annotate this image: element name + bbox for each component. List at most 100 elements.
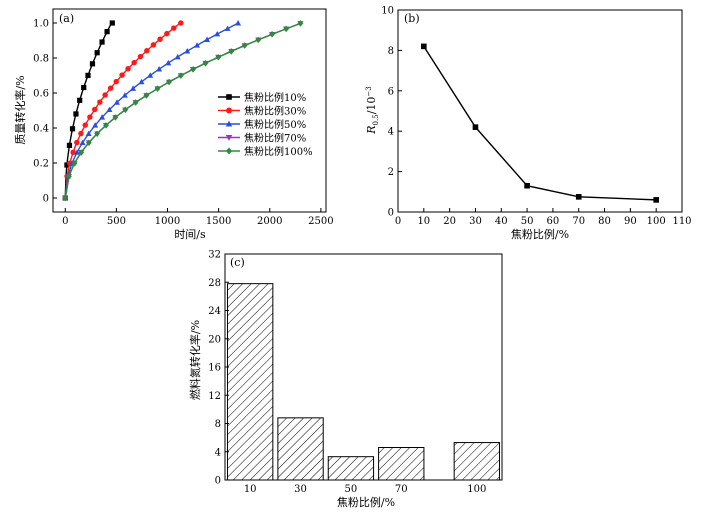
panel-a-series-marker [113, 78, 119, 85]
panel-a-ytick-label: 0.4 [33, 124, 49, 135]
panel-c-bar [453, 442, 500, 481]
panel-a-ytick-label: 0.2 [33, 159, 49, 170]
panel-a-series-marker [166, 78, 172, 86]
panel-a-series-marker [85, 130, 92, 137]
panel-c-label: (c) [230, 256, 245, 269]
panel-a-ytick-label: 0.6 [33, 89, 49, 100]
panel-b-series-marker [575, 194, 582, 200]
panel-a-series-marker [71, 160, 78, 167]
panel-b-xtick-label: 70 [572, 216, 585, 227]
panel-a-ylabel: 质量转化率/% [13, 75, 27, 144]
panel-a-series-marker [102, 92, 108, 98]
panel-a-ytick-label: 0 [43, 194, 49, 205]
panel-a-series-marker [112, 114, 119, 121]
panel-a-series-marker [178, 72, 184, 79]
panel-c-ytick-label: 32 [208, 250, 221, 261]
panel-a-legend-marker [226, 94, 232, 100]
panel-a-series-marker [202, 59, 209, 67]
panel-a-series-marker [143, 92, 150, 99]
panel-a-series-marker [99, 114, 106, 120]
panel-a-legend-marker [225, 120, 233, 127]
panel-a-frame [52, 8, 327, 213]
panel-a-legend-label: 焦粉比例30% [244, 105, 306, 118]
panel-a-series-marker [157, 36, 163, 42]
panel-b-chart: (b) 0 10 20 30 40 50 60 70 80 90 100 110 0 2 4 6 8 10 焦粉比… [365, 6, 692, 242]
panel-c-xlabel: 焦粉比例/% [337, 495, 395, 509]
panel-a-series-marker [62, 194, 69, 202]
panel-b-xlabel: 焦粉比例/% [511, 227, 569, 241]
panel-a-series-marker [85, 72, 91, 78]
panel-a-series-marker [138, 78, 145, 85]
panel-a-series-marker [235, 20, 242, 26]
panel-a-series-marker [119, 72, 125, 78]
panel-a-series-marker [113, 99, 120, 105]
panel-a-series-marker [131, 59, 137, 66]
panel-a-series-marker [228, 48, 235, 55]
panel-b-ytick-label: 2 [388, 167, 394, 178]
panel-a-series-marker [85, 139, 92, 147]
panel-a-legend-marker [225, 147, 233, 155]
panel-b-xtick-label: 50 [521, 216, 534, 227]
panel-a-series-marker [297, 20, 304, 27]
panel-b-xtick-label: 60 [547, 216, 560, 227]
panel-b-series-marker [524, 182, 530, 189]
panel-a-series-marker [255, 36, 262, 44]
panel-a-xtick-label: 500 [107, 216, 126, 227]
panel-a-series-marker [190, 66, 196, 73]
panel-a-series-marker [74, 139, 80, 146]
panel-a-series-marker [125, 66, 131, 72]
panel-b-series-marker [421, 43, 427, 50]
panel-a-xlabel: 时间/s [174, 228, 206, 241]
panel-a-series-marker [156, 66, 163, 72]
panel-a-label: (a) [59, 12, 74, 25]
panel-a-series-marker [78, 149, 85, 156]
panel-b-xtick-label: 100 [647, 216, 666, 227]
panel-a-series-marker [87, 114, 93, 120]
panel-b-xtick-label: 10 [417, 216, 430, 227]
panel-c-bar [227, 283, 274, 481]
panel-b-xtick-label: 0 [395, 216, 401, 227]
panel-b-xtick-label: 20 [443, 216, 456, 227]
panel-c-chart: (c) 0 4 8 12 16 20 24 28 32 10 30 50 70 100 焦粉比例/% 燃料… [188, 250, 503, 509]
panel-a-series-marker [147, 72, 154, 78]
panel-a-legend-label: 焦粉比例50% [244, 118, 306, 131]
panel-b-frame [397, 9, 683, 213]
panel-a-xtick-label: 2500 [308, 216, 333, 227]
panel-a-series-marker [171, 25, 177, 31]
panel-a-series-marker [79, 139, 86, 146]
panel-a-series-marker [283, 25, 289, 33]
panel-c-ytick-label: 4 [215, 447, 221, 458]
panel-a-series-marker [107, 85, 114, 91]
panel-a-series-marker [137, 53, 144, 60]
panel-a-legend-marker [226, 107, 232, 114]
panel-a-series-marker [164, 30, 170, 37]
panel-a-chart: (a) 0 500 1000 1500 2000 2500 0 0.2 0.4 0.6 0.8 1.0… [13, 8, 334, 241]
panel-b-xtick-label: 30 [469, 216, 482, 227]
panel-a-series-marker [269, 31, 275, 38]
panel-a-xtick-label: 1500 [206, 216, 231, 227]
panel-a-legend-label: 焦粉比例70% [244, 132, 306, 145]
panel-a-series-marker [81, 84, 87, 91]
panel-a-series-marker [94, 130, 100, 138]
panel-a-series-line-0 [64, 22, 113, 199]
panel-b-ytick-label: 4 [388, 127, 394, 138]
panel-b-xtick-label: 110 [672, 216, 691, 227]
panel-a-series-marker [66, 142, 73, 148]
panel-a-series-marker [144, 47, 150, 54]
panel-c-ytick-label: 8 [215, 419, 221, 430]
panel-a-series-marker [92, 122, 99, 128]
panel-b-ylabel: R0.5/10−3 [365, 86, 380, 134]
panel-c-xtick-label: 70 [395, 484, 408, 495]
panel-a-series-marker [104, 29, 110, 35]
panel-c-ytick-label: 24 [208, 306, 221, 317]
panel-a-series-marker [77, 97, 83, 103]
panel-a-series-marker [109, 20, 115, 26]
panel-a-series-marker [89, 61, 96, 67]
panel-a-series-marker [122, 106, 129, 114]
panel-b-xtick-label: 40 [495, 216, 508, 227]
panel-a-series-marker [132, 99, 139, 106]
panel-c-ylabel: 燃料氮转化率/% [188, 320, 202, 400]
panel-a-series-marker [64, 162, 70, 168]
panel-a-xtick-label: 0 [62, 216, 68, 227]
